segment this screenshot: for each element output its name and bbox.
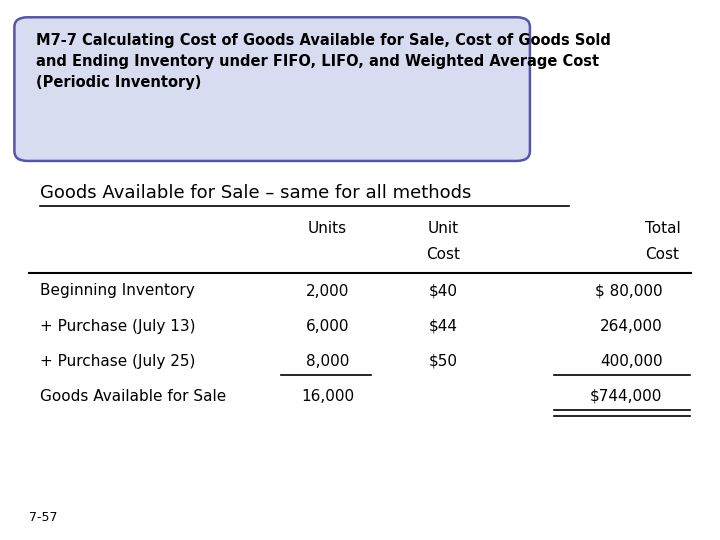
Text: + Purchase (July 13): + Purchase (July 13) (40, 319, 195, 334)
Text: 400,000: 400,000 (600, 354, 662, 369)
Text: 264,000: 264,000 (600, 319, 662, 334)
Text: 6,000: 6,000 (306, 319, 349, 334)
Text: Cost: Cost (645, 247, 680, 262)
Text: Total: Total (644, 221, 680, 237)
Text: Beginning Inventory: Beginning Inventory (40, 284, 194, 299)
Text: $744,000: $744,000 (590, 389, 662, 404)
Text: M7-7 Calculating Cost of Goods Available for Sale, Cost of Goods Sold
and Ending: M7-7 Calculating Cost of Goods Available… (36, 33, 611, 91)
Text: 16,000: 16,000 (301, 389, 354, 404)
Text: Unit: Unit (427, 221, 459, 237)
Text: Units: Units (308, 221, 347, 237)
Text: + Purchase (July 25): + Purchase (July 25) (40, 354, 195, 369)
FancyBboxPatch shape (14, 17, 530, 161)
Text: $44: $44 (428, 319, 457, 334)
Text: $ 80,000: $ 80,000 (595, 284, 662, 299)
Text: 2,000: 2,000 (306, 284, 349, 299)
Text: Goods Available for Sale – same for all methods: Goods Available for Sale – same for all … (40, 184, 471, 201)
Text: 7-57: 7-57 (29, 511, 58, 524)
Text: Goods Available for Sale: Goods Available for Sale (40, 389, 226, 404)
Text: Cost: Cost (426, 247, 460, 262)
Text: 8,000: 8,000 (306, 354, 349, 369)
Text: $50: $50 (428, 354, 457, 369)
Text: $40: $40 (428, 284, 457, 299)
